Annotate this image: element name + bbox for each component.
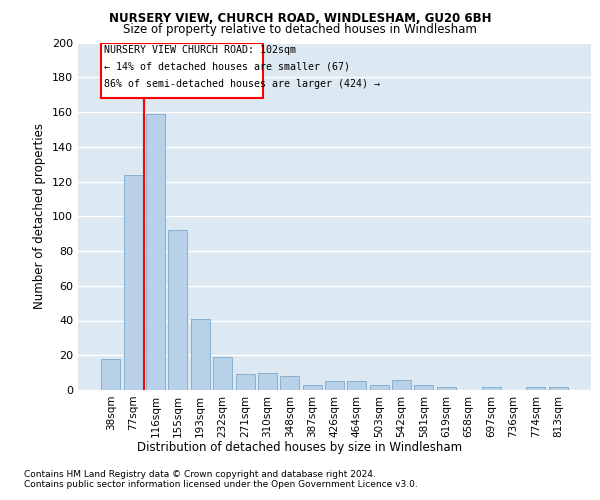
Text: 86% of semi-detached houses are larger (424) →: 86% of semi-detached houses are larger (… <box>104 79 380 89</box>
Bar <box>526 386 545 390</box>
Bar <box>213 357 232 390</box>
Text: Distribution of detached houses by size in Windlesham: Distribution of detached houses by size … <box>137 441 463 454</box>
Bar <box>191 319 210 390</box>
Text: Contains public sector information licensed under the Open Government Licence v3: Contains public sector information licen… <box>24 480 418 489</box>
Bar <box>325 382 344 390</box>
Bar <box>392 380 411 390</box>
Bar <box>280 376 299 390</box>
Bar <box>302 385 322 390</box>
Bar <box>236 374 254 390</box>
Bar <box>101 358 121 390</box>
Bar <box>548 386 568 390</box>
FancyBboxPatch shape <box>101 42 263 98</box>
Bar <box>482 386 500 390</box>
Text: ← 14% of detached houses are smaller (67): ← 14% of detached houses are smaller (67… <box>104 62 350 72</box>
Y-axis label: Number of detached properties: Number of detached properties <box>34 123 46 309</box>
Bar <box>347 382 367 390</box>
Bar <box>124 174 143 390</box>
Text: NURSERY VIEW CHURCH ROAD: 102sqm: NURSERY VIEW CHURCH ROAD: 102sqm <box>104 45 296 55</box>
Bar <box>169 230 187 390</box>
Bar <box>258 372 277 390</box>
Text: NURSERY VIEW, CHURCH ROAD, WINDLESHAM, GU20 6BH: NURSERY VIEW, CHURCH ROAD, WINDLESHAM, G… <box>109 12 491 26</box>
Bar <box>437 386 456 390</box>
Text: Contains HM Land Registry data © Crown copyright and database right 2024.: Contains HM Land Registry data © Crown c… <box>24 470 376 479</box>
Bar <box>415 385 433 390</box>
Text: Size of property relative to detached houses in Windlesham: Size of property relative to detached ho… <box>123 22 477 36</box>
Bar <box>370 385 389 390</box>
Bar <box>146 114 165 390</box>
